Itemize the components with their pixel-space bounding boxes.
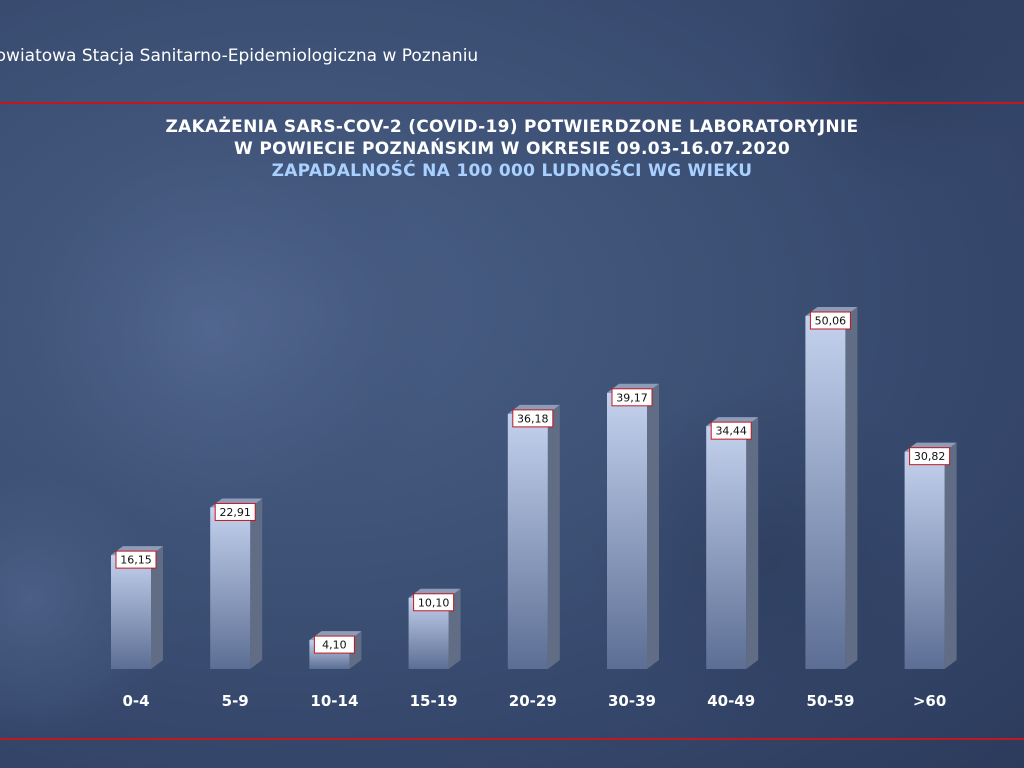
data-label-20-29: 36,18 <box>512 409 554 428</box>
bottom-divider <box>0 738 1024 740</box>
bar-side <box>151 546 163 669</box>
bar-5-9 <box>210 498 263 669</box>
bar-20-29 <box>507 404 560 669</box>
data-label-text: 36,18 <box>517 412 549 425</box>
category-label-15-19: 15-19 <box>410 692 458 710</box>
bar-50-59 <box>805 307 858 669</box>
bar-front <box>805 316 846 669</box>
bar-side <box>746 417 759 669</box>
chart-title-line-2: W POWIECIE POZNAŃSKIM W OKRESIE 09.03-16… <box>234 139 790 159</box>
data-label-text: 30,82 <box>914 450 946 463</box>
data-label-text: 4,10 <box>322 639 347 652</box>
data-label-box <box>809 311 851 330</box>
data-label-box <box>214 502 256 521</box>
category-label-10-14: 10-14 <box>310 692 358 710</box>
data-label-5-9: 22,91 <box>214 502 256 521</box>
bar-front <box>507 413 548 669</box>
data-label-box <box>512 409 554 428</box>
category-label-30-39: 30-39 <box>608 692 656 710</box>
data-label-text: 34,44 <box>715 425 747 438</box>
data-label-text: 10,10 <box>418 596 450 609</box>
data-label-box <box>909 447 951 466</box>
bar-side <box>547 404 560 669</box>
data-label-15-19: 10,10 <box>413 593 455 612</box>
bar-front <box>706 426 747 669</box>
data-label->60: 30,82 <box>909 447 951 466</box>
data-label-text: 22,91 <box>219 506 251 519</box>
bar-0-4 <box>111 546 163 669</box>
data-label-box <box>710 421 752 440</box>
data-label-text: 39,17 <box>616 391 648 404</box>
data-label-40-49: 34,44 <box>710 421 752 440</box>
data-label-box <box>611 388 653 407</box>
bar-front <box>607 392 647 669</box>
chart-subtitle: ZAPADALNOŚĆ NA 100 000 LUDNOŚCI WG WIEKU <box>271 161 753 181</box>
bar-side <box>647 383 659 669</box>
category-label-50-59: 50-59 <box>806 692 854 710</box>
bar-40-49 <box>706 417 759 669</box>
bar-side <box>845 307 858 669</box>
bar-side <box>944 442 957 669</box>
bar-front <box>210 507 251 669</box>
data-label-0-4: 16,15 <box>115 550 157 569</box>
data-label-30-39: 39,17 <box>611 388 653 407</box>
data-label-box <box>413 593 455 612</box>
data-label-text: 50,06 <box>815 315 847 328</box>
bar-side <box>250 498 263 669</box>
data-label-10-14: 4,10 <box>313 635 355 654</box>
data-label-text: 16,15 <box>120 554 152 567</box>
bar-30-39 <box>607 383 659 669</box>
category-label-0-4: 0-4 <box>122 692 149 710</box>
category-label-20-29: 20-29 <box>509 692 557 710</box>
data-label-box <box>313 635 355 654</box>
chart-title: ZAKAŻENIA SARS-COV-2 (COVID-19) POTWIERD… <box>165 117 859 137</box>
top-divider <box>0 102 1024 104</box>
data-label-50-59: 50,06 <box>809 311 851 330</box>
chart-title-block: ZAKAŻENIA SARS-COV-2 (COVID-19) POTWIERD… <box>54 116 970 182</box>
category-label-40-49: 40-49 <box>707 692 755 710</box>
data-label-box <box>115 550 157 569</box>
bar-front <box>904 451 945 669</box>
organization-header: Powiatowa Stacja Sanitarno-Epidemiologic… <box>0 46 479 66</box>
bar-front <box>111 555 151 669</box>
bar->60 <box>904 442 957 669</box>
category-label-5-9: 5-9 <box>222 692 249 710</box>
category-label->60: >60 <box>913 692 946 710</box>
